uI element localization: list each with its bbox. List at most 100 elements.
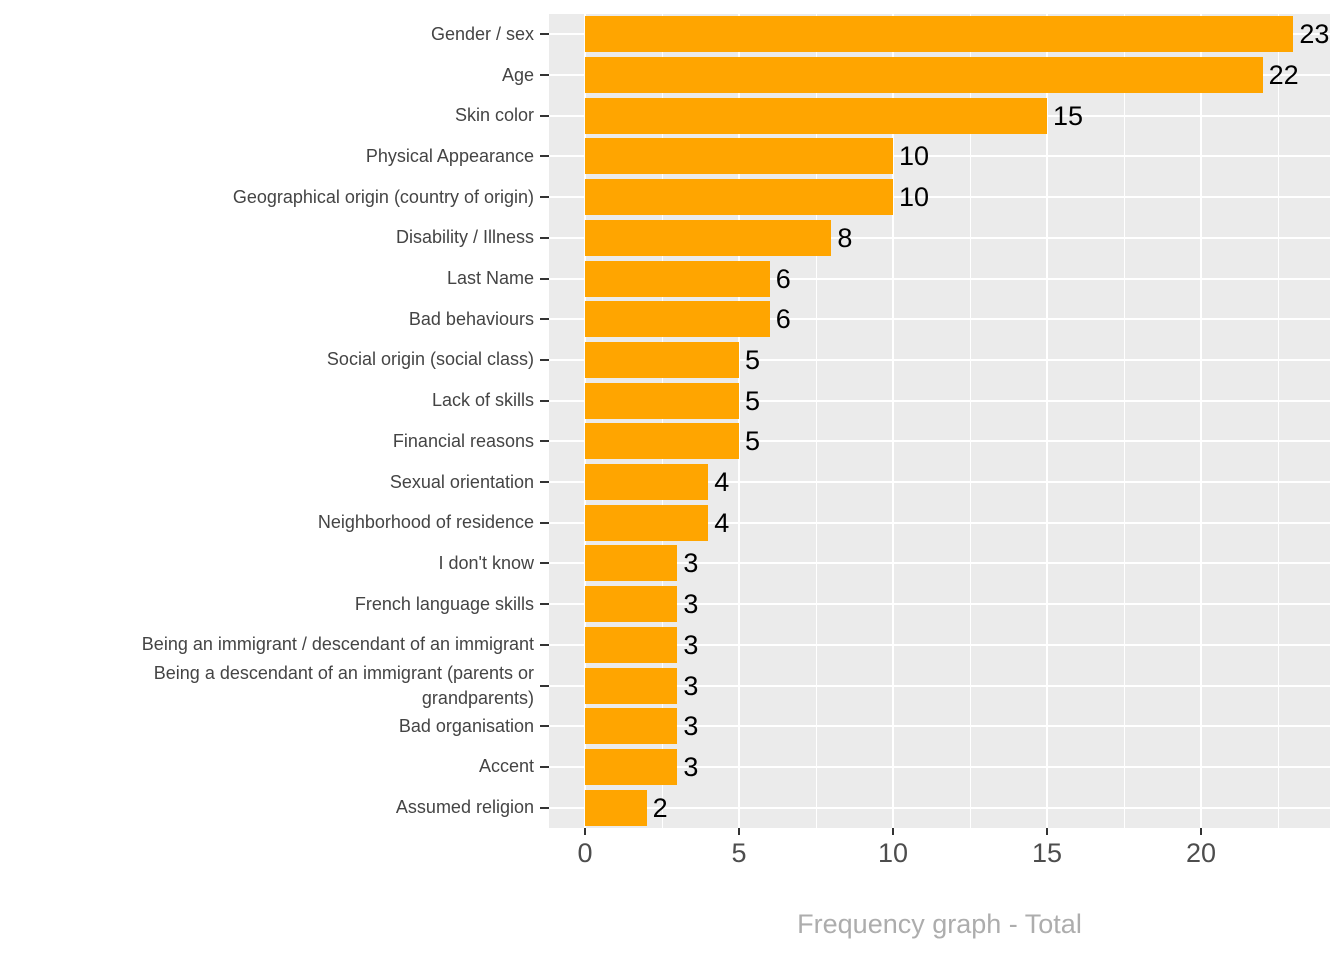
- y-axis-label: Accent: [478, 756, 534, 777]
- bar: [585, 341, 739, 378]
- y-tick-mark: [540, 806, 549, 809]
- x-tick-label: 10: [877, 838, 909, 868]
- bar: [585, 464, 709, 501]
- y-axis-label: Skin color: [454, 105, 534, 126]
- bar: [585, 789, 647, 826]
- x-major-gridline: [1200, 14, 1202, 828]
- bar: [585, 586, 678, 623]
- y-gridline: [549, 806, 1330, 809]
- bar-value-label: 3: [683, 629, 699, 660]
- bar-value-label: 6: [775, 304, 791, 335]
- bar-value-label: 10: [899, 182, 930, 213]
- bar-value-label: 4: [714, 467, 730, 498]
- y-tick-mark: [540, 643, 549, 646]
- y-tick-mark: [540, 196, 549, 199]
- y-axis-label: I don't know: [438, 552, 535, 573]
- y-gridline: [549, 358, 1330, 361]
- x-tick-label: 15: [1031, 838, 1063, 868]
- y-tick-mark: [540, 440, 549, 443]
- x-major-gridline: [738, 14, 740, 828]
- y-tick-mark: [540, 33, 549, 36]
- y-tick-mark: [540, 603, 549, 606]
- y-axis-label: Financial reasons: [392, 430, 534, 451]
- y-axis-label: Being an immigrant / descendant of an im…: [141, 634, 534, 655]
- y-gridline: [549, 155, 1330, 158]
- y-tick-mark: [540, 74, 549, 77]
- caption: Frequency graph - Total: [797, 909, 1082, 939]
- bar-value-label: 6: [775, 263, 791, 294]
- y-gridline: [549, 196, 1330, 199]
- bar-value-label: 5: [745, 385, 761, 416]
- bar: [585, 138, 893, 175]
- y-gridline: [549, 481, 1330, 484]
- y-tick-mark: [540, 236, 549, 239]
- y-axis-label: Assumed religion: [395, 797, 534, 818]
- bar-value-label: 4: [714, 507, 730, 538]
- bar: [585, 301, 770, 338]
- bar-value-label: 15: [1053, 100, 1084, 131]
- y-gridline: [549, 603, 1330, 606]
- y-tick-mark: [540, 521, 549, 524]
- x-tick-mark: [738, 828, 740, 835]
- y-axis-label: Age: [501, 64, 534, 85]
- y-axis-label: Being a descendant of an immigrant (pare…: [153, 662, 534, 708]
- y-axis-label: Disability / Illness: [395, 227, 534, 248]
- bar: [585, 504, 709, 541]
- y-tick-mark: [540, 725, 549, 728]
- y-axis-label: Gender / sex: [430, 23, 534, 44]
- y-axis-label: Bad organisation: [398, 715, 534, 736]
- y-tick-mark: [540, 399, 549, 402]
- y-axis-label: Neighborhood of residence: [317, 512, 534, 533]
- y-tick-mark: [540, 155, 549, 158]
- bar: [585, 708, 678, 745]
- y-tick-mark: [540, 481, 549, 484]
- y-gridline: [549, 684, 1330, 687]
- y-gridline: [549, 725, 1330, 728]
- x-minor-gridline: [661, 14, 663, 828]
- bar-value-label: 3: [683, 711, 699, 742]
- bar-value-label: 5: [745, 344, 761, 375]
- bar-value-label: 3: [683, 751, 699, 782]
- y-axis-label: Last Name: [446, 268, 534, 289]
- y-gridline: [549, 562, 1330, 565]
- y-axis-label: Geographical origin (country of origin): [232, 186, 534, 207]
- bar-value-label: 8: [837, 222, 853, 253]
- y-axis-label: French language skills: [354, 593, 534, 614]
- bar-value-label: 3: [683, 548, 699, 579]
- bar-value-label: 22: [1268, 60, 1299, 91]
- bar: [585, 748, 678, 785]
- plot-panel: 23 22 15 10 10 8 6 6 5 5 5 4 4 3 3 3 3 3 3 2: [549, 14, 1330, 828]
- y-axis-label: Lack of skills: [431, 390, 534, 411]
- y-axis-label: Physical Appearance: [365, 145, 534, 166]
- x-tick-label: 5: [731, 838, 747, 868]
- y-axis-label: Social origin (social class): [326, 349, 534, 370]
- bar: [585, 97, 1047, 134]
- x-tick-mark: [892, 828, 894, 835]
- bar: [585, 179, 893, 216]
- x-major-gridline: [584, 14, 586, 828]
- y-gridline: [549, 440, 1330, 443]
- bar: [585, 423, 739, 460]
- y-gridline: [549, 765, 1330, 768]
- x-tick-mark: [1046, 828, 1048, 835]
- bar: [585, 545, 678, 582]
- bar-value-label: 5: [745, 426, 761, 457]
- y-gridline: [549, 318, 1330, 321]
- y-tick-mark: [540, 684, 549, 687]
- y-gridline: [549, 236, 1330, 239]
- bar: [585, 667, 678, 704]
- y-tick-mark: [540, 318, 549, 321]
- bar-value-label: 2: [652, 792, 668, 823]
- y-tick-mark: [540, 358, 549, 361]
- bar-value-label: 3: [683, 670, 699, 701]
- y-tick-mark: [540, 277, 549, 280]
- y-gridline: [549, 643, 1330, 646]
- y-gridline: [549, 277, 1330, 280]
- x-major-gridline: [1046, 14, 1048, 828]
- bar: [585, 219, 832, 256]
- bar-value-label: 3: [683, 589, 699, 620]
- x-tick-mark: [1200, 828, 1202, 835]
- y-tick-mark: [540, 765, 549, 768]
- bar-value-label: 23: [1299, 19, 1330, 50]
- x-minor-gridline: [969, 14, 971, 828]
